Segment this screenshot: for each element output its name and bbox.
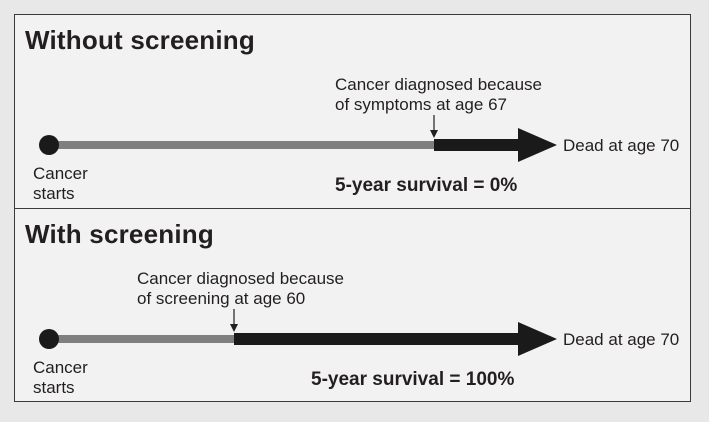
pre-diagnosis-bar bbox=[49, 335, 235, 343]
timeline-arrowhead bbox=[518, 128, 557, 162]
cancer-starts-line-2: starts bbox=[33, 184, 75, 203]
diagram-frame: Without screening Cancer diagnosed becau… bbox=[14, 14, 691, 402]
annotation-line-1: Cancer diagnosed because bbox=[137, 269, 344, 288]
post-diagnosis-bar bbox=[234, 333, 520, 345]
timeline-with-screening bbox=[39, 309, 557, 356]
survival-rate: 5-year survival = 100% bbox=[311, 369, 515, 390]
annotation-line-2: of symptoms at age 67 bbox=[335, 95, 507, 114]
cancer-starts-line-2: starts bbox=[33, 378, 75, 397]
cancer-start-dot bbox=[39, 135, 59, 155]
panel-heading: Without screening bbox=[25, 25, 255, 55]
timeline-arrowhead bbox=[518, 322, 557, 356]
annotation-line-2: of screening at age 60 bbox=[137, 289, 306, 308]
panel-heading: With screening bbox=[25, 219, 214, 249]
post-diagnosis-bar bbox=[434, 139, 520, 151]
annotation-line-1: Cancer diagnosed because bbox=[335, 75, 542, 94]
survival-rate: 5-year survival = 0% bbox=[335, 175, 518, 196]
cancer-start-dot bbox=[39, 329, 59, 349]
diagnosis-annotation: Cancer diagnosed because of screening at… bbox=[137, 269, 344, 309]
cancer-starts-line-1: Cancer bbox=[33, 164, 88, 183]
diagnosis-pointer-arrowhead bbox=[430, 130, 438, 138]
diagnosis-annotation: Cancer diagnosed because of symptoms at … bbox=[335, 75, 542, 115]
cancer-starts-label: Cancer starts bbox=[33, 358, 88, 398]
panel-with-screening: With screening Cancer diagnosed because … bbox=[15, 209, 690, 401]
death-label: Dead at age 70 bbox=[563, 330, 680, 349]
panel-without-screening: Without screening Cancer diagnosed becau… bbox=[15, 15, 690, 209]
cancer-starts-label: Cancer starts bbox=[33, 164, 88, 204]
diagnosis-pointer-arrowhead bbox=[230, 324, 238, 332]
pre-diagnosis-bar bbox=[49, 141, 435, 149]
timeline-without-screening bbox=[39, 115, 557, 162]
cancer-starts-line-1: Cancer bbox=[33, 358, 88, 377]
death-label: Dead at age 70 bbox=[563, 136, 680, 155]
